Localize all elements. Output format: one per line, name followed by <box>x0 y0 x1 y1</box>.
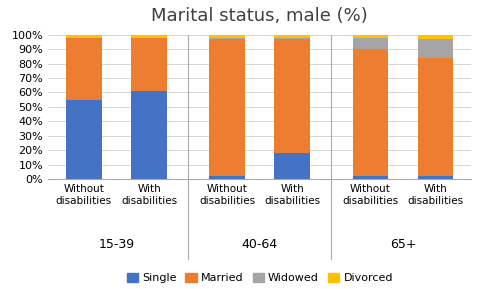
Bar <box>131 35 167 38</box>
Bar <box>417 58 453 176</box>
Bar <box>274 153 310 179</box>
Bar <box>274 39 310 153</box>
Bar <box>352 49 387 176</box>
Text: 15-39: 15-39 <box>98 238 134 251</box>
Bar <box>209 176 245 179</box>
Bar <box>352 35 387 38</box>
Bar <box>131 38 167 91</box>
Bar <box>66 38 102 100</box>
Text: 65+: 65+ <box>389 238 415 251</box>
Bar <box>66 35 102 38</box>
Bar <box>417 39 453 58</box>
Legend: Single, Married, Widowed, Divorced: Single, Married, Widowed, Divorced <box>122 268 396 288</box>
Bar <box>209 35 245 38</box>
Bar <box>352 176 387 179</box>
Bar <box>417 176 453 179</box>
Bar <box>417 35 453 39</box>
Text: 40-64: 40-64 <box>241 238 277 251</box>
Bar <box>66 100 102 179</box>
Bar <box>274 38 310 39</box>
Bar <box>209 39 245 176</box>
Bar <box>209 38 245 39</box>
Title: Marital status, male (%): Marital status, male (%) <box>151 7 367 25</box>
Bar <box>352 38 387 49</box>
Bar <box>131 91 167 179</box>
Bar <box>274 35 310 38</box>
